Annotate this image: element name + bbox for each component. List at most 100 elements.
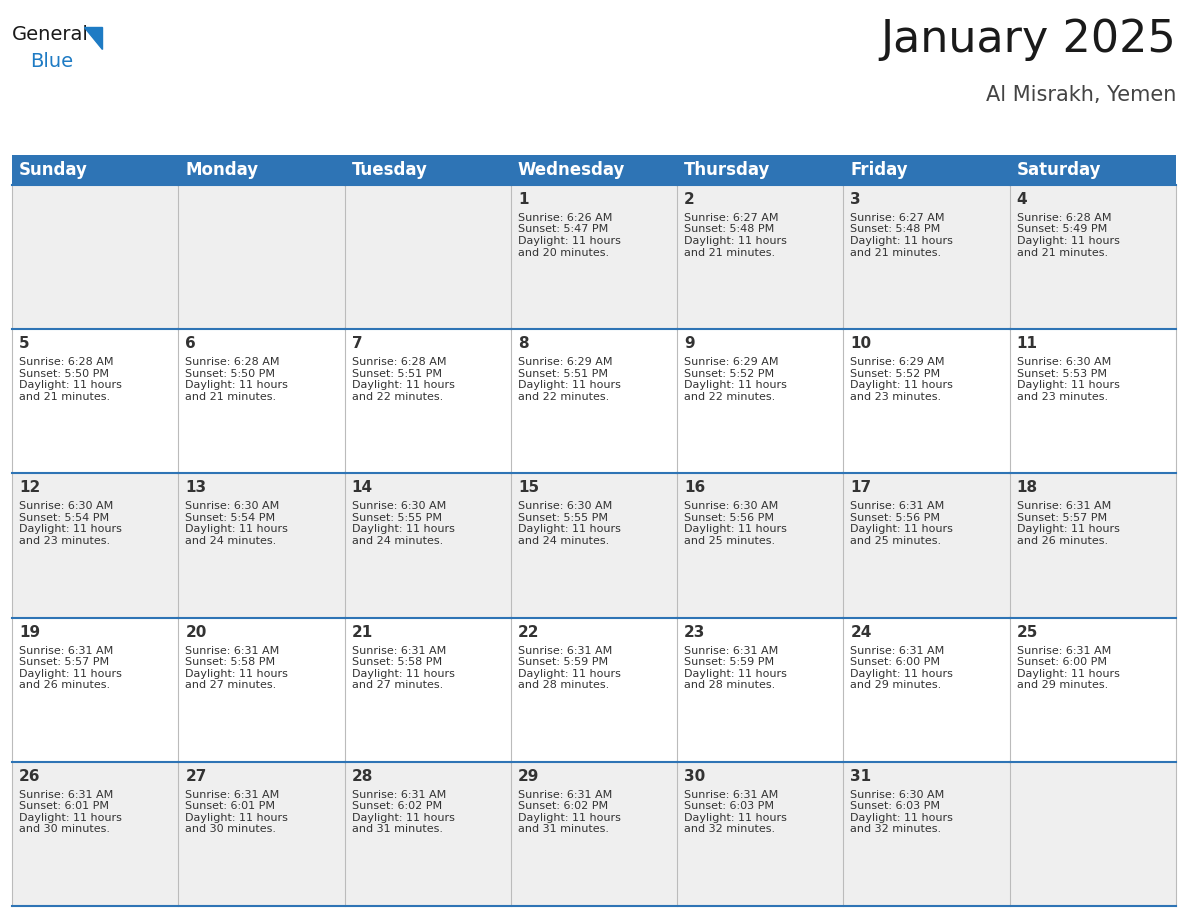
Text: and 23 minutes.: and 23 minutes. — [1017, 392, 1108, 402]
Text: Sunrise: 6:26 AM: Sunrise: 6:26 AM — [518, 213, 612, 223]
Text: 24: 24 — [851, 624, 872, 640]
Bar — [345, 474, 511, 618]
Text: and 22 minutes.: and 22 minutes. — [352, 392, 443, 402]
Text: and 30 minutes.: and 30 minutes. — [19, 824, 110, 834]
Text: Sunset: 5:53 PM: Sunset: 5:53 PM — [1017, 369, 1107, 379]
Text: 16: 16 — [684, 480, 706, 496]
Text: and 28 minutes.: and 28 minutes. — [684, 680, 776, 690]
Bar — [677, 185, 843, 330]
Text: and 21 minutes.: and 21 minutes. — [19, 392, 110, 402]
Text: Sunset: 6:02 PM: Sunset: 6:02 PM — [518, 801, 608, 812]
Text: Sunset: 5:58 PM: Sunset: 5:58 PM — [185, 657, 276, 667]
Text: and 26 minutes.: and 26 minutes. — [1017, 536, 1108, 546]
Text: 18: 18 — [1017, 480, 1038, 496]
Text: Daylight: 11 hours: Daylight: 11 hours — [851, 380, 953, 390]
Bar — [345, 618, 511, 762]
Bar — [345, 155, 511, 185]
Text: Monday: Monday — [185, 161, 259, 179]
Text: 6: 6 — [185, 336, 196, 352]
Text: Daylight: 11 hours: Daylight: 11 hours — [19, 380, 122, 390]
Text: Sunset: 5:48 PM: Sunset: 5:48 PM — [851, 225, 941, 234]
Text: 15: 15 — [518, 480, 539, 496]
Text: and 31 minutes.: and 31 minutes. — [352, 824, 443, 834]
Bar — [178, 474, 345, 618]
Text: 5: 5 — [19, 336, 30, 352]
Text: Sunrise: 6:31 AM: Sunrise: 6:31 AM — [185, 789, 279, 800]
Text: Sunset: 5:49 PM: Sunset: 5:49 PM — [1017, 225, 1107, 234]
Text: Sunset: 5:59 PM: Sunset: 5:59 PM — [518, 657, 608, 667]
Text: Sunset: 5:52 PM: Sunset: 5:52 PM — [851, 369, 941, 379]
Text: Daylight: 11 hours: Daylight: 11 hours — [851, 524, 953, 534]
Text: Sunrise: 6:30 AM: Sunrise: 6:30 AM — [1017, 357, 1111, 367]
Text: Daylight: 11 hours: Daylight: 11 hours — [352, 668, 455, 678]
Bar — [843, 618, 1010, 762]
Text: 2: 2 — [684, 192, 695, 207]
Text: and 24 minutes.: and 24 minutes. — [352, 536, 443, 546]
Text: Sunset: 5:55 PM: Sunset: 5:55 PM — [352, 513, 442, 523]
Text: Sunset: 5:50 PM: Sunset: 5:50 PM — [19, 369, 109, 379]
Text: and 30 minutes.: and 30 minutes. — [185, 824, 277, 834]
Bar — [843, 474, 1010, 618]
Text: and 21 minutes.: and 21 minutes. — [684, 248, 776, 258]
Text: Sunrise: 6:31 AM: Sunrise: 6:31 AM — [352, 789, 446, 800]
Text: Sunset: 5:57 PM: Sunset: 5:57 PM — [1017, 513, 1107, 523]
Text: Daylight: 11 hours: Daylight: 11 hours — [1017, 668, 1119, 678]
Bar — [1010, 330, 1176, 474]
Bar — [843, 330, 1010, 474]
Text: Daylight: 11 hours: Daylight: 11 hours — [19, 524, 122, 534]
Text: Daylight: 11 hours: Daylight: 11 hours — [684, 812, 786, 823]
Text: 14: 14 — [352, 480, 373, 496]
Text: Sunset: 5:48 PM: Sunset: 5:48 PM — [684, 225, 775, 234]
Text: Daylight: 11 hours: Daylight: 11 hours — [1017, 236, 1119, 246]
Bar — [12, 762, 178, 906]
Text: and 20 minutes.: and 20 minutes. — [518, 248, 609, 258]
Bar — [345, 330, 511, 474]
Text: Sunrise: 6:31 AM: Sunrise: 6:31 AM — [684, 789, 778, 800]
Bar — [511, 185, 677, 330]
Text: Blue: Blue — [30, 52, 74, 71]
Bar — [178, 155, 345, 185]
Bar — [511, 474, 677, 618]
Text: Sunday: Sunday — [19, 161, 88, 179]
Text: Sunrise: 6:30 AM: Sunrise: 6:30 AM — [185, 501, 279, 511]
Text: 11: 11 — [1017, 336, 1037, 352]
Bar — [1010, 474, 1176, 618]
Text: Sunrise: 6:31 AM: Sunrise: 6:31 AM — [1017, 645, 1111, 655]
Text: Daylight: 11 hours: Daylight: 11 hours — [518, 668, 621, 678]
Text: 23: 23 — [684, 624, 706, 640]
Text: 9: 9 — [684, 336, 695, 352]
Text: Daylight: 11 hours: Daylight: 11 hours — [1017, 524, 1119, 534]
Text: January 2025: January 2025 — [880, 18, 1176, 61]
Text: Sunset: 5:57 PM: Sunset: 5:57 PM — [19, 657, 109, 667]
Text: Sunset: 6:01 PM: Sunset: 6:01 PM — [185, 801, 276, 812]
Text: and 21 minutes.: and 21 minutes. — [851, 248, 942, 258]
Text: 21: 21 — [352, 624, 373, 640]
Bar — [677, 155, 843, 185]
Text: Sunrise: 6:31 AM: Sunrise: 6:31 AM — [185, 645, 279, 655]
Text: Daylight: 11 hours: Daylight: 11 hours — [851, 812, 953, 823]
Bar — [677, 474, 843, 618]
Text: 22: 22 — [518, 624, 539, 640]
Bar — [345, 762, 511, 906]
Bar — [12, 185, 178, 330]
Text: 27: 27 — [185, 768, 207, 784]
Text: Sunrise: 6:28 AM: Sunrise: 6:28 AM — [19, 357, 114, 367]
Bar — [345, 185, 511, 330]
Text: 12: 12 — [19, 480, 40, 496]
Text: and 24 minutes.: and 24 minutes. — [518, 536, 609, 546]
Text: Sunset: 5:54 PM: Sunset: 5:54 PM — [19, 513, 109, 523]
Text: Daylight: 11 hours: Daylight: 11 hours — [185, 524, 289, 534]
Bar — [1010, 185, 1176, 330]
Text: Sunset: 5:52 PM: Sunset: 5:52 PM — [684, 369, 775, 379]
Text: Sunrise: 6:31 AM: Sunrise: 6:31 AM — [352, 645, 446, 655]
Bar — [843, 762, 1010, 906]
Text: Sunrise: 6:31 AM: Sunrise: 6:31 AM — [1017, 501, 1111, 511]
Text: and 32 minutes.: and 32 minutes. — [851, 824, 942, 834]
Text: Sunrise: 6:27 AM: Sunrise: 6:27 AM — [851, 213, 944, 223]
Text: and 21 minutes.: and 21 minutes. — [1017, 248, 1108, 258]
Text: Daylight: 11 hours: Daylight: 11 hours — [851, 236, 953, 246]
Text: and 28 minutes.: and 28 minutes. — [518, 680, 609, 690]
Text: Sunset: 5:47 PM: Sunset: 5:47 PM — [518, 225, 608, 234]
Text: and 24 minutes.: and 24 minutes. — [185, 536, 277, 546]
Text: Sunrise: 6:29 AM: Sunrise: 6:29 AM — [851, 357, 944, 367]
